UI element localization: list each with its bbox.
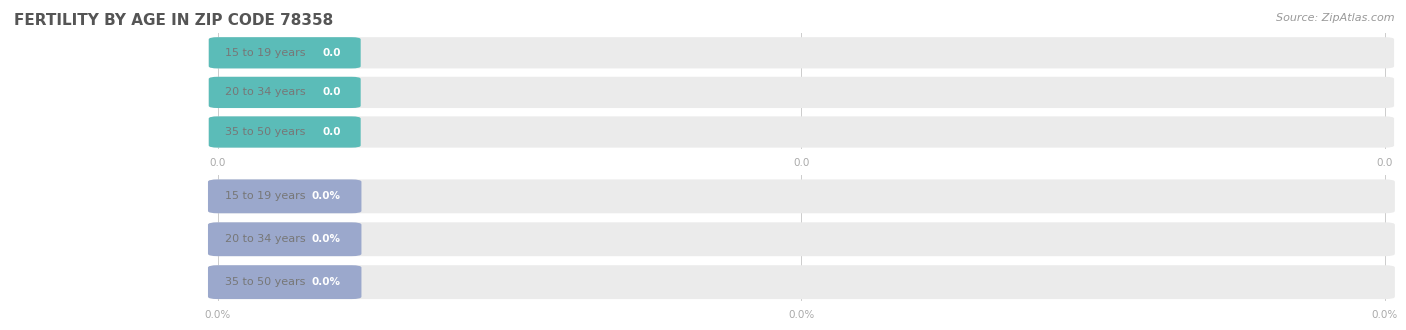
Text: 0.0: 0.0: [793, 158, 810, 168]
FancyBboxPatch shape: [208, 180, 1395, 213]
Text: 35 to 50 years: 35 to 50 years: [225, 127, 305, 137]
FancyBboxPatch shape: [208, 77, 361, 108]
FancyBboxPatch shape: [208, 77, 1395, 108]
Text: 0.0: 0.0: [322, 48, 340, 58]
Text: 0.0: 0.0: [322, 87, 340, 97]
Text: 15 to 19 years: 15 to 19 years: [225, 191, 305, 201]
Text: 0.0%: 0.0%: [205, 310, 231, 319]
Text: 0.0: 0.0: [209, 158, 226, 168]
Text: 0.0%: 0.0%: [312, 191, 340, 201]
FancyBboxPatch shape: [208, 116, 361, 148]
FancyBboxPatch shape: [208, 222, 361, 256]
Text: 20 to 34 years: 20 to 34 years: [225, 87, 305, 97]
FancyBboxPatch shape: [208, 265, 1395, 299]
Text: 0.0: 0.0: [1376, 158, 1393, 168]
Text: 0.0: 0.0: [322, 127, 340, 137]
Text: 35 to 50 years: 35 to 50 years: [225, 277, 305, 287]
FancyBboxPatch shape: [208, 222, 1395, 256]
Text: 15 to 19 years: 15 to 19 years: [225, 48, 305, 58]
FancyBboxPatch shape: [208, 116, 1395, 148]
Text: 0.0%: 0.0%: [1372, 310, 1398, 319]
Text: 0.0%: 0.0%: [312, 277, 340, 287]
Text: 20 to 34 years: 20 to 34 years: [225, 234, 305, 244]
Text: Source: ZipAtlas.com: Source: ZipAtlas.com: [1277, 13, 1395, 23]
Text: 0.0%: 0.0%: [789, 310, 814, 319]
FancyBboxPatch shape: [208, 37, 1395, 68]
FancyBboxPatch shape: [208, 265, 361, 299]
Text: FERTILITY BY AGE IN ZIP CODE 78358: FERTILITY BY AGE IN ZIP CODE 78358: [14, 13, 333, 28]
Text: 0.0%: 0.0%: [312, 234, 340, 244]
FancyBboxPatch shape: [208, 37, 361, 68]
FancyBboxPatch shape: [208, 180, 361, 213]
